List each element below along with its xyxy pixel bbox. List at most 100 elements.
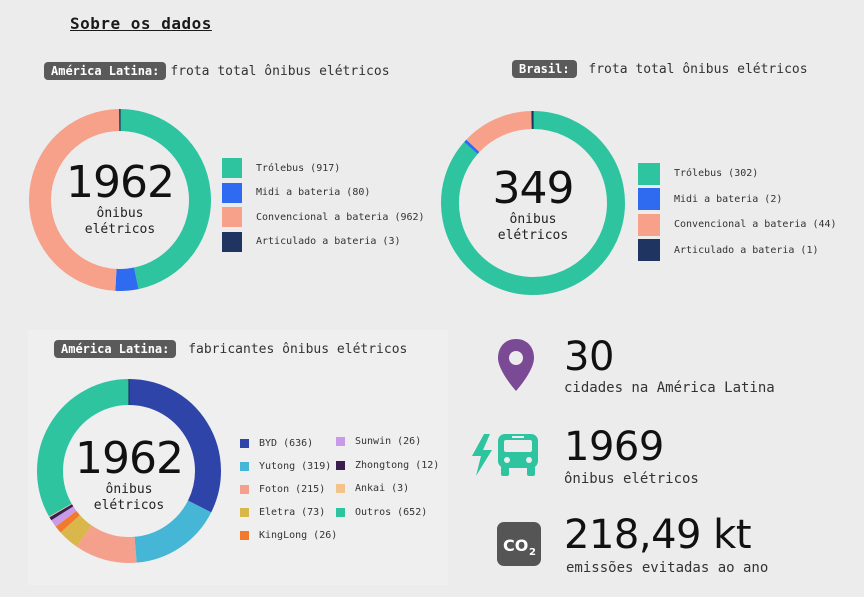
brasil-fleet-legend-swatch bbox=[638, 213, 660, 236]
makers-slice-zhongtong bbox=[49, 504, 74, 521]
emissions-label: emissões evitadas ao ano bbox=[566, 560, 769, 576]
brasil-fleet-slice-trolebus bbox=[441, 111, 625, 295]
brasil-fleet-title: frota total ônibus elétricos bbox=[588, 62, 808, 77]
makers-legend-swatch bbox=[240, 485, 249, 494]
makers-label-2: elétricos bbox=[93, 498, 165, 513]
makers-legend-swatch bbox=[240, 439, 249, 448]
latam-fleet-slice-midi-a-bateria bbox=[115, 267, 139, 291]
makers-legend-swatch bbox=[336, 437, 345, 447]
brasil-fleet-legend-label: Convencional a bateria (44) bbox=[674, 219, 837, 231]
makers-slice-outros bbox=[37, 379, 130, 517]
brasil-fleet-legend: Trólebus (302) Midi a bateria (2) Convenci… bbox=[638, 161, 837, 263]
location-pin-icon bbox=[496, 337, 536, 393]
makers-header: América Latina: fabricantes ônibus elétr… bbox=[54, 340, 407, 358]
makers-title: fabricantes ônibus elétricos bbox=[188, 342, 408, 357]
brasil-fleet-legend-label: Trólebus (302) bbox=[674, 168, 759, 180]
makers-legend-label: Eletra (73) bbox=[259, 507, 326, 518]
makers-slice-kinglong bbox=[55, 510, 80, 533]
latam-fleet-pill: América Latina: bbox=[44, 62, 167, 80]
makers-slice-sunwin bbox=[51, 506, 77, 527]
brasil-fleet-label-2: elétricos bbox=[497, 228, 569, 243]
latam-fleet-legend-swatch bbox=[222, 158, 242, 179]
makers-legend-label: BYD (636) bbox=[259, 438, 314, 449]
brasil-fleet-total: 349 bbox=[492, 163, 575, 214]
latam-fleet-legend-swatch bbox=[222, 231, 242, 252]
latam-fleet-legend: Trólebus (917) Midi a bateria (80) Convenc… bbox=[222, 156, 425, 254]
makers-legend-item: Foton (215) bbox=[240, 478, 337, 501]
makers-legend-swatch bbox=[336, 507, 345, 517]
buses-label: ônibus elétricos bbox=[564, 471, 699, 487]
cities-label: cidades na América Latina bbox=[564, 380, 775, 396]
brasil-fleet-legend-swatch bbox=[638, 162, 660, 185]
makers-donut-svg bbox=[37, 379, 221, 563]
page-title: Sobre os dados bbox=[70, 14, 212, 33]
latam-fleet-legend-swatch bbox=[222, 182, 242, 203]
makers-center: 1962 ônibus elétricos bbox=[36, 436, 222, 514]
latam-fleet-legend-label: Midi a bateria (80) bbox=[256, 187, 371, 199]
makers-legend-col1: BYD (636) Yutong (319) Foton (215) Eletra (… bbox=[240, 432, 337, 547]
svg-text:2: 2 bbox=[529, 547, 536, 558]
makers-legend-label: Sunwin (26) bbox=[355, 436, 422, 448]
brasil-fleet-donut-svg bbox=[441, 111, 625, 295]
brasil-fleet-legend-item: Trólebus (302) bbox=[638, 161, 837, 187]
brasil-fleet-legend-label: Midi a bateria (2) bbox=[674, 193, 783, 205]
makers-legend-item: BYD (636) bbox=[240, 432, 337, 455]
latam-fleet-legend-item: Trólebus (917) bbox=[222, 156, 425, 181]
makers-legend-item: Sunwin (26) bbox=[336, 430, 439, 454]
latam-fleet-legend-label: Convencional a bateria (962) bbox=[256, 211, 425, 223]
makers-legend-label: KingLong (26) bbox=[259, 530, 338, 541]
latam-fleet-legend-item: Articulado a bateria (3) bbox=[222, 230, 425, 255]
brasil-fleet-center: 349 ônibus elétricos bbox=[440, 166, 626, 244]
makers-slice-foton bbox=[76, 524, 137, 563]
svg-text:CO: CO bbox=[503, 536, 528, 555]
brasil-fleet-label-1: ônibus bbox=[509, 212, 557, 227]
makers-legend-col2: Sunwin (26) Zhongtong (12) Ankai (3) Outros… bbox=[336, 430, 439, 524]
makers-legend-item: KingLong (26) bbox=[240, 524, 337, 547]
latam-fleet-title: frota total ônibus elétricos bbox=[170, 64, 390, 79]
latam-fleet-legend-item: Convencional a bateria (962) bbox=[222, 205, 425, 230]
makers-legend-item: Outros (652) bbox=[336, 501, 439, 525]
makers-legend-item: Zhongtong (12) bbox=[336, 454, 439, 478]
makers-legend-item: Ankai (3) bbox=[336, 477, 439, 501]
brasil-fleet-slice-convencional-a-bateria bbox=[466, 111, 533, 153]
makers-legend-label: Yutong (319) bbox=[259, 461, 332, 472]
makers-legend-swatch bbox=[240, 508, 249, 517]
latam-fleet-legend-item: Midi a bateria (80) bbox=[222, 181, 425, 206]
latam-fleet-slice-convencional-a-bateria bbox=[29, 109, 120, 291]
brasil-fleet-legend-swatch bbox=[638, 239, 660, 262]
latam-fleet-slice-trolebus bbox=[119, 109, 211, 290]
makers-label-1: ônibus bbox=[105, 482, 153, 497]
cities-value: 30 bbox=[564, 334, 614, 380]
latam-fleet-legend-label: Trólebus (917) bbox=[256, 162, 341, 174]
makers-slice-yutong bbox=[133, 500, 212, 563]
brasil-fleet-header: Brasil: frota total ônibus elétricos bbox=[512, 60, 808, 78]
latam-fleet-donut-svg bbox=[29, 109, 211, 291]
makers-pill: América Latina: bbox=[54, 340, 177, 358]
brasil-fleet-donut: 349 ônibus elétricos bbox=[440, 110, 626, 296]
brasil-fleet-legend-item: Convencional a bateria (44) bbox=[638, 212, 837, 238]
emissions-value: 218,49 kt bbox=[564, 512, 752, 558]
latam-fleet-header: América Latina: frota total ônibus elétri… bbox=[44, 62, 390, 80]
makers-legend-item: Yutong (319) bbox=[240, 455, 337, 478]
brasil-fleet-legend-swatch bbox=[638, 188, 660, 211]
latam-fleet-label-1: ônibus bbox=[96, 206, 144, 221]
latam-fleet-label-2: elétricos bbox=[84, 222, 156, 237]
co2-icon: CO 2 bbox=[497, 522, 541, 566]
makers-donut: 1962 ônibus elétricos bbox=[36, 378, 222, 564]
brasil-fleet-pill: Brasil: bbox=[512, 60, 577, 78]
makers-legend-swatch bbox=[240, 531, 249, 540]
makers-total: 1962 bbox=[75, 433, 184, 484]
makers-legend-swatch bbox=[240, 462, 249, 471]
makers-legend-label: Ankai (3) bbox=[355, 483, 410, 495]
makers-slice-byd bbox=[128, 379, 221, 513]
makers-legend-swatch bbox=[336, 460, 345, 470]
bolt-icon bbox=[472, 434, 492, 476]
makers-legend-label: Zhongtong (12) bbox=[355, 459, 440, 471]
electric-bus-icon bbox=[470, 432, 542, 478]
brasil-fleet-slice-midi-a-bateria bbox=[464, 139, 480, 154]
makers-legend-swatch bbox=[336, 484, 345, 494]
makers-slice-eletra bbox=[60, 514, 92, 547]
brasil-fleet-legend-item: Articulado a bateria (1) bbox=[638, 238, 837, 264]
makers-legend-label: Outros (652) bbox=[355, 506, 428, 518]
latam-fleet-donut: 1962 ônibus elétricos bbox=[28, 108, 212, 292]
